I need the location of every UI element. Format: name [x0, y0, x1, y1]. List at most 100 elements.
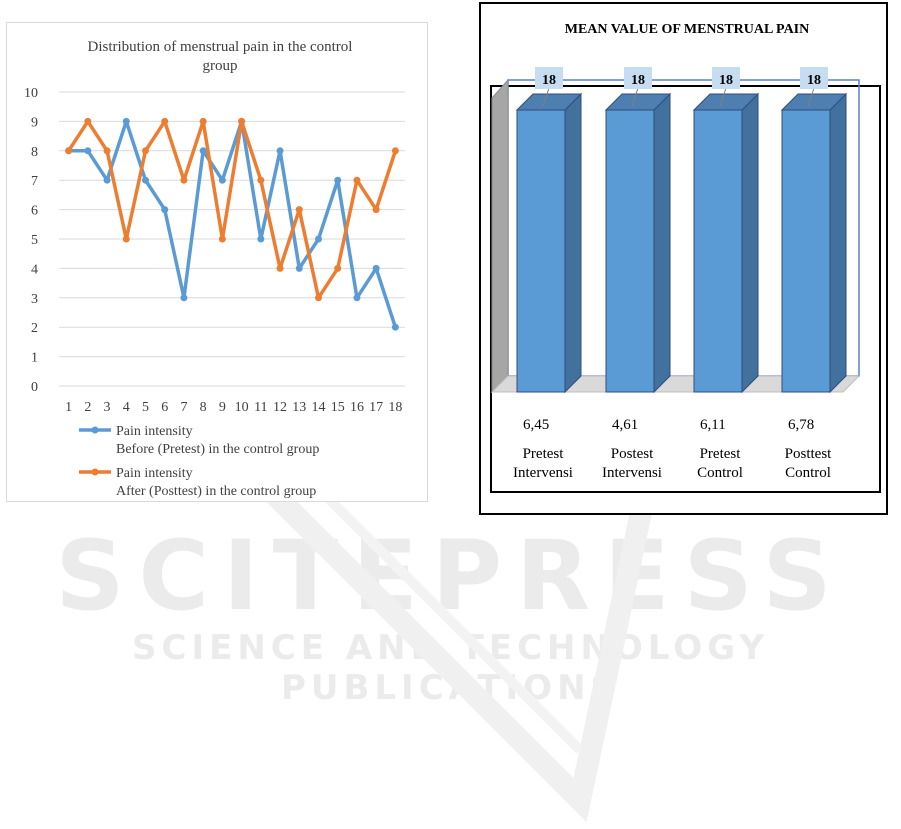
- series-1-point-8: [200, 118, 207, 125]
- legend-0-text-0: Pain intensity: [116, 424, 193, 439]
- series-1-point-12: [277, 265, 284, 272]
- series-1-point-1: [65, 147, 72, 154]
- x-tick-label-15: 15: [331, 400, 345, 415]
- series-1-point-18: [392, 147, 399, 154]
- series-0-point-11: [257, 236, 264, 243]
- series-1-point-11: [257, 177, 264, 184]
- series-0-point-14: [315, 236, 322, 243]
- series-0-point-8: [200, 147, 207, 154]
- series-1-point-9: [219, 236, 226, 243]
- bar-chart: MEAN VALUE OF MENSTRUAL PAIN 18 6,45 Prete…: [481, 4, 886, 513]
- series-0-point-15: [334, 177, 341, 184]
- y-tick-label-8: 8: [31, 145, 38, 160]
- x-tick-label-4: 4: [123, 400, 130, 415]
- series-1-point-2: [84, 118, 91, 125]
- y-tick-label-9: 9: [31, 115, 38, 130]
- series-1-point-14: [315, 294, 322, 301]
- bar-4: [782, 94, 846, 392]
- mean-value-4: 6,78: [788, 417, 814, 433]
- series-1-point-6: [161, 118, 168, 125]
- x-tick-label-3: 3: [104, 400, 111, 415]
- series-1-point-4: [123, 236, 130, 243]
- line-chart-title-line-2: group: [203, 58, 238, 74]
- y-tick-label-7: 7: [31, 174, 38, 189]
- x-tick-label-17: 17: [369, 400, 383, 415]
- series-0-point-3: [104, 177, 111, 184]
- legend-1-text-0: Pain intensity: [116, 466, 193, 481]
- series-0-point-16: [353, 294, 360, 301]
- x-tick-label-8: 8: [200, 400, 207, 415]
- category-label-3-line-1: Pretest: [700, 446, 742, 462]
- legend-1-marker: [92, 469, 99, 476]
- x-tick-label-7: 7: [180, 400, 187, 415]
- y-tick-label-4: 4: [31, 262, 38, 277]
- line-chart-title-line-1: Distribution of menstrual pain in the co…: [88, 39, 353, 55]
- series-0-point-12: [277, 147, 284, 154]
- x-tick-label-2: 2: [84, 400, 91, 415]
- legend-0-marker: [92, 427, 99, 434]
- category-label-4-line-2: Control: [785, 465, 831, 481]
- data-label-1: 18: [542, 73, 556, 88]
- bar-1-front: [517, 110, 565, 392]
- series-1-point-16: [353, 177, 360, 184]
- legend-0-text-1: Before (Pretest) in the control group: [116, 442, 319, 457]
- x-tick-label-5: 5: [142, 400, 149, 415]
- series-1-point-13: [296, 206, 303, 213]
- x-tick-label-16: 16: [350, 400, 364, 415]
- series-1-point-15: [334, 265, 341, 272]
- x-tick-label-12: 12: [273, 400, 287, 415]
- bar-1-side: [565, 94, 581, 392]
- series-1-point-7: [180, 177, 187, 184]
- bar-3-side: [742, 94, 758, 392]
- series-0-point-18: [392, 324, 399, 331]
- category-label-1-line-1: Pretest: [523, 446, 565, 462]
- bar-4-side: [830, 94, 846, 392]
- mean-value-3: 6,11: [700, 417, 726, 433]
- line-chart: Distribution of menstrual pain in the co…: [7, 23, 427, 501]
- x-tick-label-11: 11: [254, 400, 267, 415]
- x-tick-label-18: 18: [388, 400, 402, 415]
- y-tick-label-0: 0: [31, 380, 38, 395]
- category-label-3-line-2: Control: [697, 465, 743, 481]
- bar-1: [517, 94, 581, 392]
- category-label-2-line-2: Intervensi: [602, 465, 662, 481]
- bar-3: [694, 94, 758, 392]
- y-tick-label-3: 3: [31, 292, 38, 307]
- series-0-point-9: [219, 177, 226, 184]
- legend-1-text-1: After (Posttest) in the control group: [116, 484, 316, 499]
- series-0-point-6: [161, 206, 168, 213]
- series-0-point-17: [373, 265, 380, 272]
- x-tick-label-9: 9: [219, 400, 226, 415]
- bar-2-front: [606, 110, 654, 392]
- series-1-point-3: [104, 147, 111, 154]
- series-0-point-7: [180, 294, 187, 301]
- mean-value-1: 6,45: [523, 417, 549, 433]
- y-tick-label-6: 6: [31, 204, 38, 219]
- x-tick-label-1: 1: [65, 400, 72, 415]
- y-tick-label-1: 1: [31, 351, 38, 366]
- y-tick-label-2: 2: [31, 321, 38, 336]
- x-tick-label-10: 10: [235, 400, 249, 415]
- series-0-point-4: [123, 118, 130, 125]
- bar-3-front: [694, 110, 742, 392]
- x-tick-label-6: 6: [161, 400, 168, 415]
- bar-4-front: [782, 110, 830, 392]
- bar-2-side: [654, 94, 670, 392]
- data-label-4: 18: [807, 73, 821, 88]
- series-0-point-2: [84, 147, 91, 154]
- bar-chart-panel: MEAN VALUE OF MENSTRUAL PAIN 18 6,45 Prete…: [479, 2, 888, 515]
- side-wall: [492, 80, 508, 392]
- series-1-point-10: [238, 118, 245, 125]
- y-tick-label-10: 10: [24, 86, 38, 101]
- bar-2: [606, 94, 670, 392]
- data-label-3: 18: [719, 73, 733, 88]
- category-label-2-line-1: Postest: [611, 446, 654, 462]
- series-0-point-13: [296, 265, 303, 272]
- category-label-4-line-1: Posttest: [785, 446, 833, 462]
- line-chart-panel: Distribution of menstrual pain in the co…: [6, 22, 428, 502]
- x-tick-label-14: 14: [312, 400, 326, 415]
- series-0-point-5: [142, 177, 149, 184]
- y-tick-label-5: 5: [31, 233, 38, 248]
- x-tick-label-13: 13: [292, 400, 306, 415]
- category-label-1-line-2: Intervensi: [513, 465, 573, 481]
